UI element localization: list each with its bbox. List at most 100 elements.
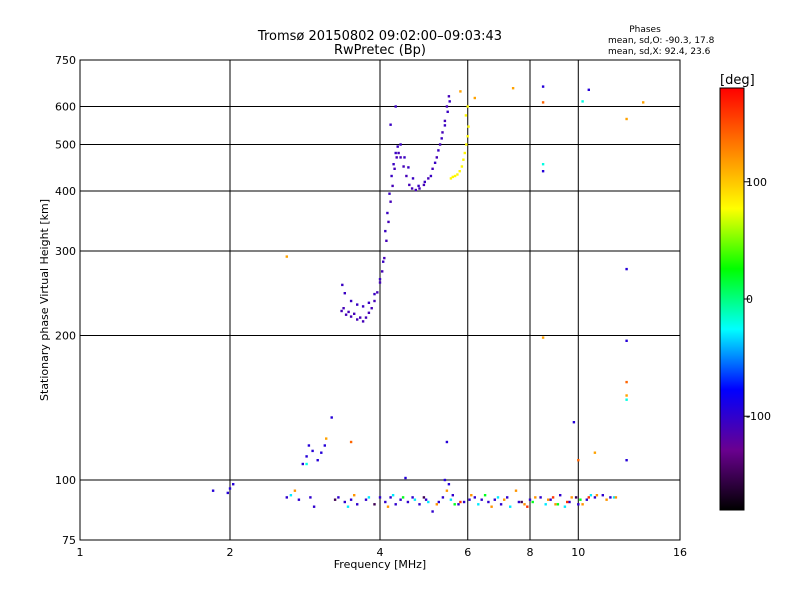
- data-point: [433, 161, 437, 164]
- data-point: [612, 496, 616, 499]
- data-point: [389, 200, 392, 203]
- data-point: [534, 496, 537, 499]
- data-point: [443, 478, 447, 482]
- data-point: [376, 291, 379, 294]
- data-point: [440, 137, 443, 140]
- data-point: [563, 505, 567, 508]
- data-point: [390, 174, 393, 178]
- data-point: [347, 310, 350, 314]
- data-point: [384, 500, 387, 504]
- y-tick-label: 100: [55, 474, 76, 487]
- data-point: [346, 505, 350, 508]
- data-point: [301, 462, 304, 466]
- phases-heading: Phases: [629, 25, 661, 35]
- data-point: [462, 158, 465, 161]
- data-point: [514, 489, 518, 492]
- data-point: [466, 105, 469, 108]
- data-point: [437, 149, 440, 152]
- data-point: [325, 437, 328, 440]
- data-point: [451, 175, 454, 179]
- data-point: [451, 494, 454, 497]
- data-point: [361, 320, 365, 323]
- data-point: [392, 163, 395, 166]
- data-point: [414, 188, 417, 192]
- phase-colorbar: [deg] -100 0 100: [719, 73, 771, 511]
- data-point: [445, 489, 449, 492]
- data-point: [382, 260, 385, 263]
- data-point: [323, 444, 326, 447]
- data-point: [458, 170, 461, 173]
- y-axis-label: Stationary phase Virtual Height [km]: [38, 199, 51, 401]
- y-tick-label: 600: [55, 101, 76, 114]
- chart-subtitle: RwPretec (Bp): [334, 43, 426, 58]
- x-tick-label: 6: [464, 546, 471, 559]
- data-point: [386, 505, 390, 508]
- data-point: [477, 503, 480, 506]
- data-point: [410, 187, 414, 190]
- data-point: [395, 156, 398, 159]
- data-point: [462, 500, 466, 504]
- data-point: [422, 496, 426, 499]
- axis-ticks: 1 2 4 6 8 10 16 75 100 200 300 400 500 600 750: [55, 54, 687, 559]
- data-point: [429, 174, 433, 178]
- data-point: [349, 440, 353, 444]
- data-point: [389, 123, 392, 126]
- data-point: [467, 125, 470, 128]
- data-point: [544, 503, 547, 506]
- data-point: [228, 487, 232, 490]
- data-point: [642, 101, 645, 104]
- data-point: [316, 459, 319, 462]
- data-point: [387, 220, 390, 224]
- data-point: [406, 500, 410, 504]
- phases-mean-o: mean, sd,O: -90.3, 17.8: [608, 36, 715, 46]
- data-point: [579, 498, 582, 501]
- data-point: [438, 143, 442, 146]
- x-tick-label: 1: [77, 546, 84, 559]
- data-point: [473, 96, 476, 100]
- data-point: [423, 180, 426, 184]
- data-point: [422, 183, 426, 187]
- data-point: [312, 505, 316, 508]
- data-point: [541, 163, 545, 166]
- data-point: [385, 239, 388, 242]
- data-point: [581, 100, 584, 103]
- data-point: [403, 156, 406, 159]
- data-point: [551, 496, 555, 499]
- data-point: [587, 496, 590, 499]
- data-point: [370, 307, 373, 310]
- data-point: [493, 498, 496, 501]
- data-point: [435, 156, 438, 159]
- data-point: [577, 503, 580, 506]
- data-point: [391, 494, 395, 497]
- data-point: [378, 278, 382, 281]
- data-point: [605, 498, 608, 501]
- data-point: [373, 503, 376, 506]
- data-point: [541, 85, 545, 88]
- data-point: [601, 494, 604, 497]
- data-point: [337, 496, 340, 499]
- data-point: [568, 500, 571, 504]
- data-point: [356, 503, 359, 506]
- data-point: [487, 500, 490, 504]
- data-point: [453, 174, 457, 178]
- data-point: [625, 394, 628, 397]
- data-point: [449, 498, 453, 501]
- data-point: [349, 498, 353, 501]
- colorbar-tick-label: -100: [746, 410, 771, 423]
- data-point: [378, 281, 382, 284]
- data-point: [381, 270, 384, 273]
- x-axis-label: Frequency [MHz]: [334, 558, 426, 571]
- data-point: [456, 173, 459, 176]
- data-point: [293, 489, 297, 492]
- data-point: [343, 500, 346, 504]
- plot-area: 1 2 4 6 8 10 16 75 100 200 300 400 500 600 750: [55, 54, 687, 559]
- data-point: [399, 498, 402, 501]
- data-point: [466, 135, 469, 138]
- data-point: [413, 498, 417, 501]
- y-tick-label: 200: [55, 330, 76, 343]
- data-point: [468, 498, 471, 501]
- data-point: [297, 498, 301, 501]
- data-point: [625, 459, 628, 462]
- data-point: [305, 455, 308, 458]
- data-point: [353, 312, 356, 315]
